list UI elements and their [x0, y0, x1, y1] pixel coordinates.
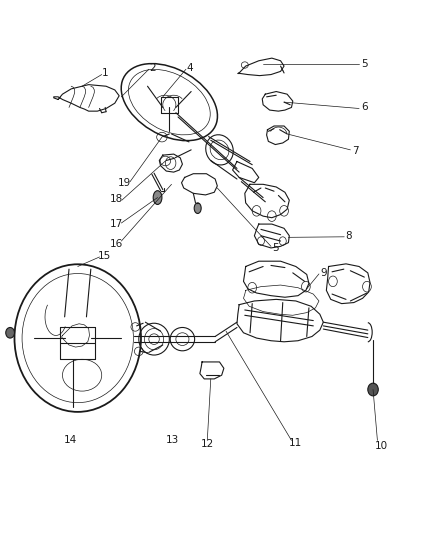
Ellipse shape: [153, 191, 162, 205]
Text: 2: 2: [148, 63, 155, 72]
Text: 8: 8: [345, 231, 352, 241]
Text: 19: 19: [118, 177, 131, 188]
Text: 6: 6: [360, 102, 367, 112]
Text: 4: 4: [186, 63, 193, 72]
Ellipse shape: [6, 327, 14, 338]
Text: 17: 17: [109, 219, 123, 229]
Text: 11: 11: [289, 438, 302, 448]
Text: 10: 10: [374, 441, 387, 451]
Text: 16: 16: [109, 239, 123, 249]
Text: 1: 1: [102, 68, 108, 78]
Text: 13: 13: [166, 435, 179, 446]
Text: 5: 5: [272, 244, 278, 254]
Text: 18: 18: [110, 193, 123, 204]
Ellipse shape: [367, 383, 378, 396]
Text: 15: 15: [98, 251, 111, 261]
Text: 14: 14: [64, 435, 77, 446]
Text: 12: 12: [200, 439, 213, 449]
Ellipse shape: [194, 203, 201, 214]
Text: 9: 9: [319, 268, 326, 278]
Text: 5: 5: [360, 59, 367, 69]
Text: 7: 7: [351, 146, 358, 156]
